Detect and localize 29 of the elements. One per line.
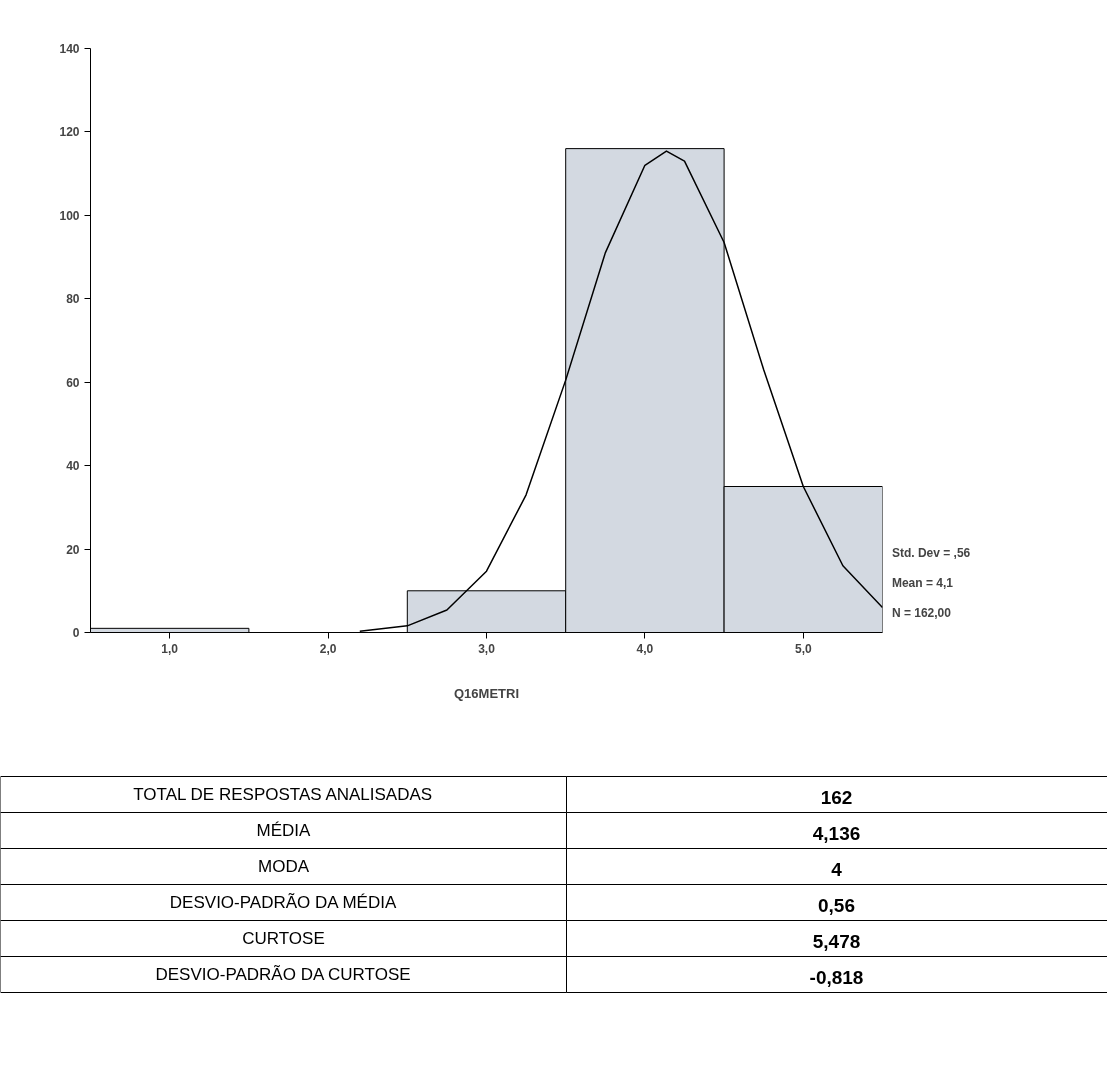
text: MODA (258, 857, 310, 876)
text: Mean = 4,1 (891, 575, 954, 590)
text: 0,56 (818, 895, 855, 916)
y-tick-label: 0 (72, 626, 80, 640)
text: 5,478 (812, 931, 861, 952)
y-tick-label: 120 (59, 125, 80, 140)
text: 162 (820, 787, 853, 808)
x-tick-label: 3,0 (478, 641, 496, 656)
text: TOTAL DE RESPOSTAS ANALISADAS (133, 785, 433, 804)
y-tick-label: 100 (59, 208, 80, 223)
y-tick-label: 60 (66, 375, 80, 390)
y-tick-label: 80 (66, 292, 80, 307)
y-tick-label: 40 (66, 459, 80, 474)
x-tick-label: 2,0 (319, 641, 337, 656)
text: MÉDIA (256, 821, 312, 840)
text: 4 (831, 859, 843, 880)
x-tick-label: 1,0 (161, 641, 179, 656)
text: DESVIO-PADRÃO DA CURTOSE (155, 965, 411, 984)
x-tick-label: 4,0 (636, 641, 654, 656)
y-tick-label: 20 (66, 542, 80, 557)
text: 4,136 (812, 823, 861, 844)
y-tick-label: 140 (59, 42, 80, 56)
text: CURTOSE (242, 929, 325, 948)
text: N = 162,00 (891, 605, 952, 620)
x-axis-title: Q16METRI (453, 685, 520, 701)
text: DESVIO-PADRÃO DA MÉDIA (169, 893, 397, 912)
x-tick-label: 5,0 (794, 641, 812, 656)
text: Std. Dev = ,56 (891, 545, 971, 560)
text: -0,818 (809, 967, 864, 988)
